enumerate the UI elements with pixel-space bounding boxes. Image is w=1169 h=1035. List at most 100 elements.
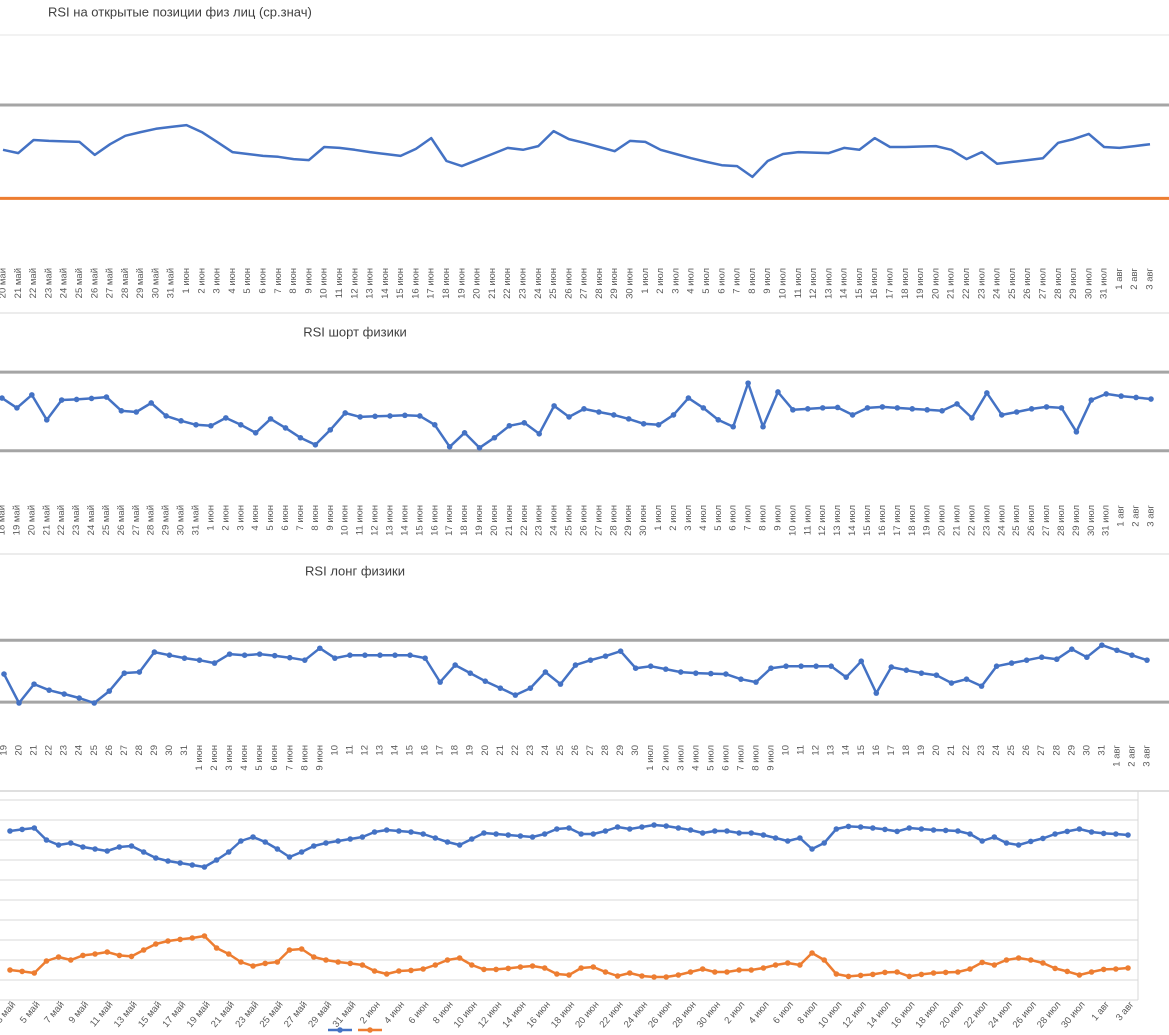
- data-point: [116, 952, 123, 959]
- x-tick-label: 29 май: [161, 505, 172, 535]
- data-point: [58, 397, 65, 403]
- x-tick-label: 4 июн: [250, 505, 261, 531]
- data-point: [335, 838, 341, 844]
- data-point: [845, 973, 852, 980]
- x-tick-label: 16 июл: [869, 268, 880, 299]
- x-tick-label: 11 июл: [802, 505, 813, 535]
- data-point: [43, 837, 50, 843]
- x-tick-label: 30 май: [176, 505, 187, 535]
- x-tick-label: 12 июн: [370, 505, 381, 536]
- x-tick-label: 22: [510, 745, 521, 756]
- x-tick-label: 24 июн: [622, 999, 650, 1030]
- x-tick-label: 9 июн: [314, 745, 325, 771]
- data-point: [783, 663, 789, 669]
- data-point: [7, 967, 13, 973]
- data-point: [602, 969, 609, 975]
- data-point: [201, 933, 208, 939]
- data-point: [226, 651, 233, 657]
- x-tick-label: 1 июн: [181, 268, 192, 294]
- data-point: [675, 825, 682, 831]
- data-point: [0, 395, 5, 401]
- data-point: [906, 973, 913, 980]
- data-point: [347, 836, 354, 842]
- data-point: [821, 840, 827, 846]
- data-point: [760, 832, 767, 838]
- x-tick-label: 20: [14, 745, 25, 756]
- x-tick-label: 31: [1096, 745, 1107, 756]
- x-tick-label: 28: [600, 745, 611, 756]
- data-point: [497, 685, 504, 691]
- data-point: [581, 406, 587, 412]
- x-tick-label: 18 июн: [441, 268, 452, 299]
- data-point: [342, 410, 349, 416]
- data-point: [1008, 660, 1015, 666]
- x-tick-label: 19: [0, 745, 10, 756]
- x-tick-label: 15 июн: [395, 268, 406, 299]
- x-tick-label: 2 авг: [1131, 504, 1142, 526]
- x-tick-label: 29 июл: [1071, 505, 1082, 536]
- data-point: [297, 434, 304, 441]
- data-point: [92, 846, 98, 852]
- data-point: [693, 670, 699, 676]
- data-point: [602, 653, 609, 659]
- x-tick-label: 27 май: [105, 268, 116, 298]
- data-point: [177, 936, 183, 943]
- data-point: [541, 965, 548, 971]
- data-point: [639, 973, 645, 979]
- x-tick-label: 23 май: [43, 268, 54, 298]
- data-point: [894, 828, 900, 835]
- x-tick-label: 4 июл: [747, 999, 772, 1026]
- data-point: [136, 669, 143, 675]
- data-point: [1027, 957, 1034, 963]
- data-point: [476, 444, 483, 451]
- x-tick-label: 6 июн: [280, 505, 291, 531]
- x-tick-label: 30 июл: [1083, 268, 1094, 299]
- data-point: [225, 951, 232, 957]
- data-point: [362, 652, 368, 659]
- data-point: [80, 952, 86, 959]
- data-point: [1003, 957, 1010, 963]
- x-tick-label: 26 май: [116, 505, 127, 535]
- data-point: [984, 390, 990, 396]
- x-tick-label: 6 июл: [720, 745, 731, 771]
- data-point: [267, 416, 274, 422]
- data-point: [979, 838, 985, 844]
- data-point: [153, 941, 159, 947]
- x-tick-label: 14 июл: [847, 505, 858, 536]
- x-tick-label: 12: [811, 745, 822, 756]
- x-tick-label: 6 июл: [716, 268, 727, 294]
- data-point: [165, 938, 171, 944]
- x-tick-label: 9 июл: [766, 745, 777, 771]
- x-tick-label: 28 июн: [608, 505, 619, 536]
- data-point: [286, 854, 293, 860]
- x-tick-label: 6 июн: [258, 268, 269, 294]
- data-point: [104, 848, 111, 854]
- x-tick-label: 19 май: [185, 999, 213, 1029]
- data-point: [237, 421, 244, 428]
- data-point: [371, 968, 378, 974]
- x-tick-label: 8 июн: [288, 268, 299, 294]
- x-tick-label: 19 июн: [456, 268, 467, 299]
- data-point: [857, 972, 864, 979]
- data-point: [252, 430, 259, 436]
- data-point: [467, 670, 474, 676]
- data-point: [521, 420, 528, 426]
- data-point: [7, 828, 13, 834]
- data-point: [1015, 842, 1022, 848]
- x-tick-label: 13 май: [112, 999, 140, 1029]
- data-point: [1053, 656, 1060, 663]
- x-tick-label: 31: [179, 745, 190, 756]
- data-point: [760, 965, 767, 971]
- x-tick-label: 1 авг: [1114, 267, 1125, 289]
- x-tick-label: 30 июл: [1086, 505, 1097, 536]
- chart-title: RSI лонг физики: [305, 563, 405, 578]
- data-point: [1027, 838, 1034, 845]
- data-point: [43, 417, 50, 423]
- x-tick-label: 15 июл: [854, 268, 865, 299]
- x-tick-label: 19: [916, 745, 927, 756]
- data-point: [250, 963, 256, 969]
- x-tick-label: 20 июл: [938, 999, 966, 1030]
- x-tick-label: 2 июн: [358, 999, 383, 1026]
- x-tick-label: 1 июл: [640, 268, 651, 294]
- x-tick-label: 19 июл: [915, 268, 926, 299]
